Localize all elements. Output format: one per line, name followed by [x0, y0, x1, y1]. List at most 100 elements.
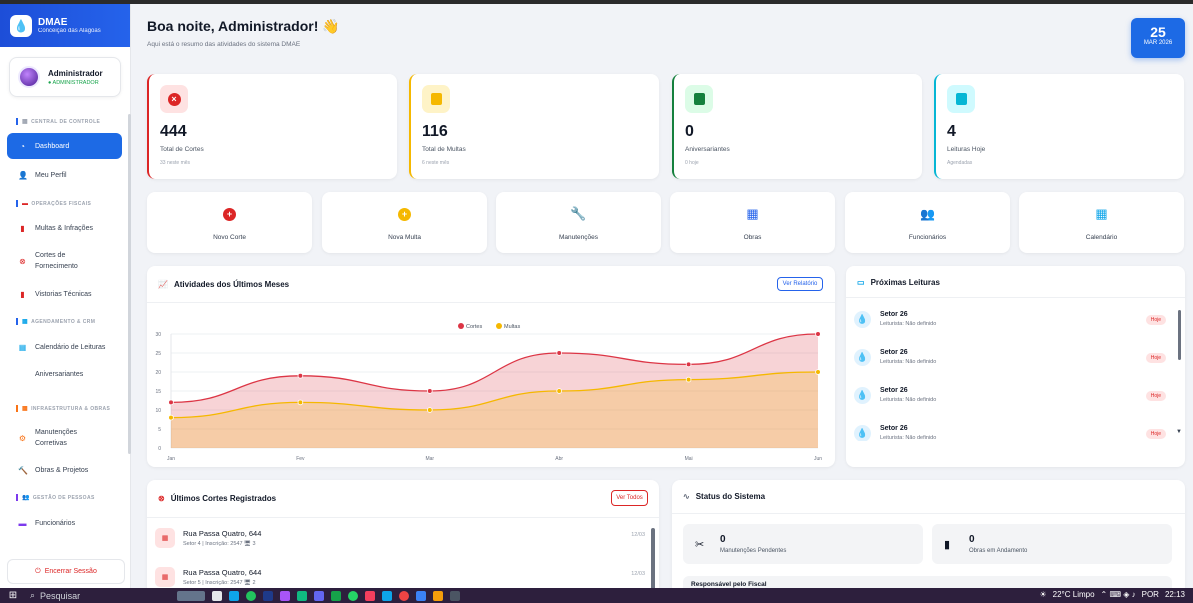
- brand-header[interactable]: 💧 DMAE Conceição das Alagoas: [0, 4, 130, 47]
- page-title: Boa noite, Administrador! 👋: [147, 18, 340, 34]
- legend-label-multas: Multas: [504, 324, 520, 330]
- water-drop-icon: 💧: [854, 386, 871, 404]
- x-tick-label: Jan: [167, 456, 175, 462]
- system-title: Status do Sistema: [695, 492, 766, 501]
- ver-todos-button[interactable]: Ver Todos: [611, 490, 648, 506]
- stat-sub: 33 neste mês: [160, 160, 191, 166]
- table-row[interactable]: ▦ Rua Passa Quatro, 644 Setor 4 | Inscriçã…: [155, 520, 645, 556]
- sidebar-item-obras[interactable]: 🔨 Obras & Projetos: [18, 465, 89, 475]
- whatsapp-icon[interactable]: [348, 590, 358, 601]
- scroll-down-icon[interactable]: ▼: [1176, 429, 1182, 435]
- xbox-icon[interactable]: [331, 590, 341, 601]
- activity-title: Atividades dos Últimos Meses: [173, 280, 290, 289]
- series-line-cortes: [170, 333, 819, 404]
- taskbar-search[interactable]: ⌕ Pesquisar: [30, 590, 81, 601]
- ver-relatorio-button[interactable]: Ver Relatório: [777, 277, 823, 291]
- action-obras[interactable]: ▦ Obras: [670, 192, 835, 253]
- sidebar-item-aniversariantes[interactable]: Aniversariantes: [35, 370, 84, 378]
- list-item[interactable]: 💧 Setor 26 Leiturista: Não definido Hoje: [854, 377, 1176, 413]
- sidebar-item-vistorias[interactable]: ▮ Vistorias Técnicas: [7, 288, 122, 300]
- spotify-icon[interactable]: [246, 590, 256, 601]
- tray-icons[interactable]: ⌃ ⌨ ◈ ♪: [1100, 590, 1136, 599]
- weather-text[interactable]: 22°C Limpo: [1052, 590, 1095, 599]
- cancel-circle-icon: ⊗: [158, 494, 165, 503]
- brand-title: DMAE: [38, 17, 68, 28]
- weather-icon[interactable]: ☀: [1039, 590, 1047, 599]
- stat-card-leituras[interactable]: 4 Leituras Hoje Agendadas: [934, 74, 1184, 179]
- cortes-scrollbar[interactable]: [651, 528, 655, 595]
- plus-circle-icon: +: [223, 207, 236, 221]
- sidebar-item-dashboard[interactable]: ◔ Dashboard: [7, 133, 122, 159]
- calendar-icon: ▭: [857, 278, 865, 287]
- sidebar-item-manutencoes[interactable]: ⚙ Manutenções Corretivas: [18, 429, 78, 447]
- calendar-icon: ▦: [1095, 206, 1108, 221]
- edge-icon[interactable]: [382, 590, 392, 601]
- terminal-icon[interactable]: [450, 590, 460, 601]
- y-tick-label: 0: [158, 446, 161, 452]
- logout-button[interactable]: ⏻ Encerrar Sessão: [7, 559, 125, 584]
- cancel-icon: ×: [167, 92, 181, 106]
- data-point-multas: [168, 414, 174, 421]
- sidebar-item-funcionarios[interactable]: ▬ Funcionários: [18, 518, 76, 528]
- x-tick-label: Abr: [555, 456, 563, 462]
- action-nova-multa[interactable]: + Nova Multa: [322, 192, 487, 253]
- sidebar-item-calendario[interactable]: ▦ Calendário de Leituras: [18, 342, 106, 352]
- vscode-icon[interactable]: [416, 590, 426, 601]
- file-explorer-icon[interactable]: [229, 590, 239, 601]
- sidebar-item-cortes[interactable]: ⊗ Cortes de Fornecimento: [19, 252, 78, 270]
- language-indicator[interactable]: POR: [1141, 590, 1159, 599]
- steam-icon[interactable]: [263, 590, 273, 601]
- discord-icon[interactable]: [314, 590, 324, 601]
- list-item[interactable]: 💧 Setor 26 Leiturista: Não definido Hoje: [854, 301, 1176, 337]
- data-point-cortes: [297, 373, 304, 379]
- sidebar-item-multas[interactable]: ▮ Multas & Infrações: [7, 222, 122, 234]
- building-icon: ▦: [22, 406, 29, 412]
- sidebar-item-meu-perfil[interactable]: 👤 Meu Perfil: [18, 170, 67, 180]
- system-tray: ☀ 22°C Limpo ⌃ ⌨ ◈ ♪ POR 22:13: [1039, 590, 1185, 599]
- action-manutencoes[interactable]: 🔧 Manutenções: [496, 192, 661, 253]
- user-name: Administrador: [48, 68, 103, 78]
- app-icon[interactable]: [365, 590, 375, 601]
- hammer-icon: 🔨: [18, 465, 28, 475]
- clock[interactable]: 22:13: [1164, 590, 1185, 599]
- chrome-icon[interactable]: [399, 590, 409, 601]
- stat-value: 116: [422, 123, 448, 140]
- y-tick-label: 10: [155, 408, 161, 414]
- stat-card-multas[interactable]: 116 Total de Multas 6 neste mês: [409, 74, 659, 179]
- list-item[interactable]: 💧 Setor 26 Leiturista: Não definido Hoje: [854, 339, 1176, 375]
- meter-icon: ▦: [155, 567, 175, 587]
- task-view-icon[interactable]: [212, 590, 222, 601]
- brand-subtitle: Conceição das Alagoas: [38, 28, 101, 34]
- series-line-multas: [170, 371, 819, 419]
- list-item[interactable]: 💧 Setor 26 Leiturista: Não definido Hoje: [854, 415, 1176, 441]
- action-novo-corte[interactable]: + Novo Corte: [147, 192, 312, 253]
- date-badge: 25 MAR 2026: [1131, 18, 1185, 58]
- taskbar-widget[interactable]: [177, 590, 205, 601]
- app-icon[interactable]: [297, 590, 307, 601]
- section-central-de-controle: ▦ CENTRAL DE CONTROLE: [0, 118, 100, 125]
- data-point-multas: [426, 407, 433, 413]
- stat-sub: Agendadas: [947, 160, 973, 166]
- y-tick-label: 20: [155, 370, 161, 376]
- sidebar-scrollbar[interactable]: [128, 114, 131, 454]
- calendar-small-icon: ▦: [22, 319, 29, 325]
- stat-label: Total de Multas: [422, 146, 466, 153]
- series-area-multas: [171, 372, 818, 448]
- calendar-icon: ▦: [18, 342, 27, 352]
- windows-start-icon[interactable]: ⊞: [8, 590, 18, 601]
- action-funcionarios[interactable]: 👥 Funcionários: [845, 192, 1010, 253]
- cancel-circle-icon: ⊗: [19, 256, 26, 266]
- readings-list: 💧 Setor 26 Leiturista: Não definido Hoje 💧 S…: [846, 299, 1185, 441]
- readings-scrollbar[interactable]: [1178, 310, 1181, 360]
- brick-wall-icon: ▦: [746, 206, 759, 221]
- stat-card-cortes[interactable]: × 444 Total de Cortes 33 neste mês: [147, 74, 397, 179]
- table-row[interactable]: ▦ Rua Passa Quatro, 644 Setor 5 | Inscriçã…: [155, 559, 645, 595]
- app-icon[interactable]: [280, 590, 290, 601]
- user-card[interactable]: Administrador ● ADMINISTRADOR: [9, 57, 121, 97]
- tools-icon: ✂: [695, 538, 705, 551]
- app-icon[interactable]: [433, 590, 443, 601]
- action-calendario[interactable]: ▦ Calendário: [1019, 192, 1184, 253]
- section-agendamento-crm: ▦ AGENDAMENTO & CRM: [0, 318, 95, 325]
- stat-card-aniversariantes[interactable]: 0 Aniversariantes 0 hoje: [672, 74, 922, 179]
- water-drop-icon: 💧: [854, 310, 871, 328]
